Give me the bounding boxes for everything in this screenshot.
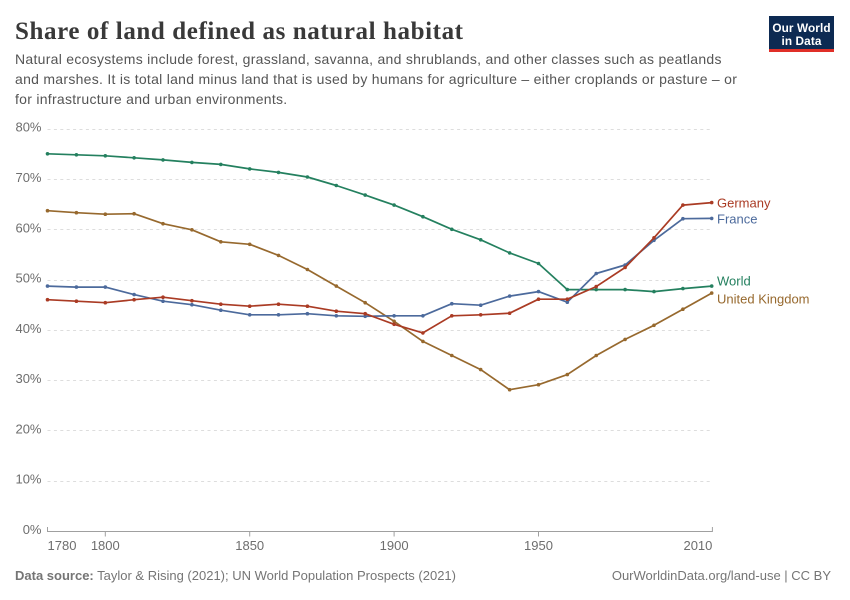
svg-text:United Kingdom: United Kingdom bbox=[717, 292, 810, 307]
svg-text:40%: 40% bbox=[15, 321, 41, 336]
svg-text:10%: 10% bbox=[15, 472, 41, 487]
svg-text:Germany: Germany bbox=[717, 196, 771, 211]
svg-text:70%: 70% bbox=[15, 170, 41, 185]
svg-text:2010: 2010 bbox=[683, 538, 712, 553]
svg-text:80%: 80% bbox=[15, 120, 41, 135]
svg-text:60%: 60% bbox=[15, 220, 41, 235]
svg-text:France: France bbox=[717, 212, 757, 227]
svg-text:1950: 1950 bbox=[524, 538, 553, 553]
svg-text:50%: 50% bbox=[15, 271, 41, 286]
svg-text:30%: 30% bbox=[15, 371, 41, 386]
svg-text:1780: 1780 bbox=[48, 538, 77, 553]
svg-text:1800: 1800 bbox=[91, 538, 120, 553]
svg-text:20%: 20% bbox=[15, 421, 41, 436]
svg-text:World: World bbox=[717, 274, 751, 289]
svg-text:1900: 1900 bbox=[380, 538, 409, 553]
svg-text:1850: 1850 bbox=[235, 538, 264, 553]
svg-text:0%: 0% bbox=[23, 522, 42, 537]
